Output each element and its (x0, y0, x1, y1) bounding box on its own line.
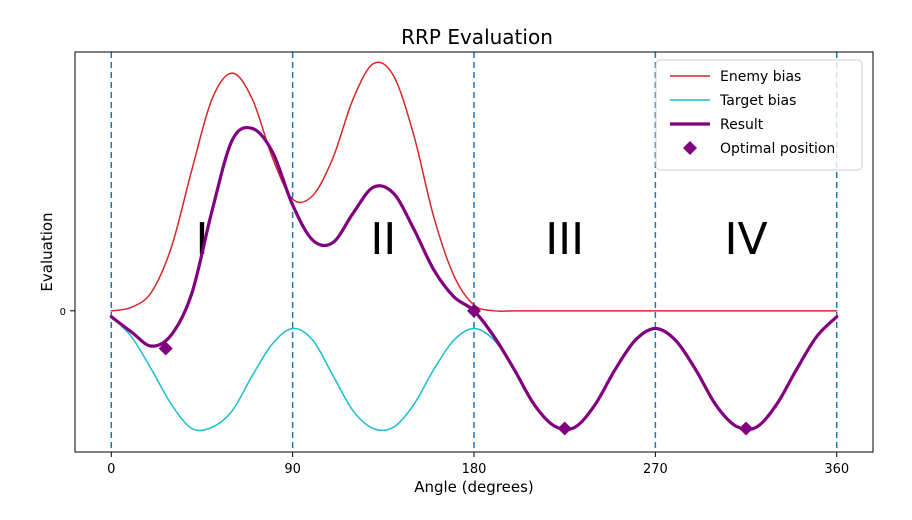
series-line-enemy-bias (110, 61, 838, 313)
y-tick-label: 0 (60, 307, 66, 318)
x-axis-label: Angle (degrees) (414, 478, 534, 496)
x-tick-label: 90 (284, 462, 301, 477)
optimal-position-marker (557, 421, 572, 436)
legend-label: Enemy bias (720, 69, 801, 85)
region-label-2: II (370, 214, 396, 265)
region-label-3: III (545, 214, 584, 265)
x-tick-label: 360 (824, 462, 849, 477)
x-tick-label: 270 (643, 462, 668, 477)
legend: Enemy bias Target bias Result Optimal posit… (655, 59, 863, 171)
chart-title: RRP Evaluation (401, 25, 553, 49)
x-tick-label: 180 (462, 462, 487, 477)
region-label-1: I (195, 214, 208, 265)
optimal-position-marker (739, 421, 754, 436)
optimal-markers (158, 303, 754, 436)
vertical-reference-lines (110, 52, 838, 452)
legend-label: Optimal position (720, 141, 835, 157)
legend-label: Target bias (719, 93, 796, 109)
legend-box (655, 59, 863, 171)
region-labels: I II III IV (195, 214, 767, 265)
legend-items: Enemy bias Target bias Result Optimal posit… (670, 69, 835, 157)
region-label-4: IV (725, 214, 768, 265)
y-axis-label: Evaluation (38, 212, 56, 291)
x-tick-label: 0 (107, 462, 115, 477)
x-axis-ticks: 0 90 180 270 360 (107, 452, 849, 477)
y-axis-ticks: 0 (60, 307, 75, 318)
optimal-position-marker (467, 303, 481, 318)
legend-swatch-optimal-position (683, 141, 697, 155)
optimal-position-marker (158, 341, 173, 356)
legend-label: Result (720, 117, 764, 133)
